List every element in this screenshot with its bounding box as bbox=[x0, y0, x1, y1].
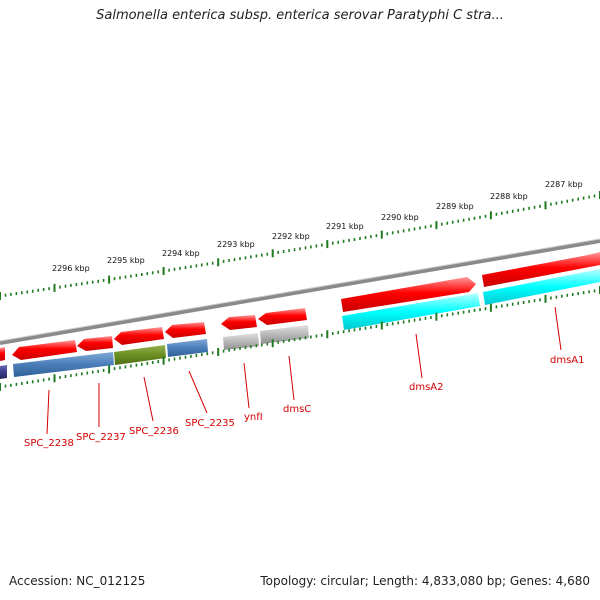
red-feature-arrow[interactable] bbox=[221, 315, 257, 330]
genome-backbone bbox=[0, 239, 600, 345]
cds-bar-cyan[interactable] bbox=[342, 293, 480, 330]
red-feature-arrow[interactable] bbox=[77, 336, 113, 351]
kbp-label: 2291 kbp bbox=[326, 222, 364, 231]
red-feature-arrow[interactable] bbox=[0, 347, 5, 361]
kbp-label: 2292 kbp bbox=[272, 232, 310, 241]
kbp-label: 2295 kbp bbox=[107, 256, 145, 265]
gene-label[interactable]: SPC_2237 bbox=[76, 432, 126, 443]
leader-line bbox=[143, 376, 154, 422]
cds-bar-gray[interactable] bbox=[223, 333, 259, 350]
kbp-label: 2289 kbp bbox=[436, 202, 474, 211]
kbp-label: 2290 kbp bbox=[381, 213, 419, 222]
cds-bar-steel[interactable] bbox=[13, 352, 114, 377]
cds-bar-olive[interactable] bbox=[114, 345, 166, 365]
forward-features bbox=[0, 252, 600, 361]
genome-backbone-highlight bbox=[0, 238, 600, 342]
map-title: Salmonella enterica subsp. enterica sero… bbox=[96, 8, 504, 23]
leader-line bbox=[46, 389, 50, 435]
gene-label[interactable]: SPC_2238 bbox=[24, 438, 74, 449]
cds-features bbox=[0, 269, 600, 379]
kbp-label: 2288 kbp bbox=[490, 192, 528, 201]
red-feature-arrow[interactable] bbox=[341, 277, 476, 312]
cds-bar-gray[interactable] bbox=[260, 325, 309, 344]
inner-tick-ring bbox=[0, 286, 600, 391]
red-feature-arrow[interactable] bbox=[482, 252, 600, 287]
gene-label[interactable]: SPC_2235 bbox=[185, 418, 235, 429]
red-feature-arrow[interactable] bbox=[258, 308, 307, 325]
gene-labels: SPC_2238 SPC_2237 SPC_2236 SPC_2235 ynfI… bbox=[24, 355, 585, 449]
gene-label[interactable]: SPC_2236 bbox=[129, 426, 179, 437]
outer-tick-ring bbox=[0, 191, 600, 300]
leader-line bbox=[243, 362, 250, 409]
genome-summary-text: Topology: circular; Length: 4,833,080 bp… bbox=[260, 574, 590, 588]
gene-label[interactable]: dmsA1 bbox=[550, 355, 585, 366]
gene-leader-lines bbox=[46, 306, 562, 435]
gene-label[interactable]: dmsA2 bbox=[409, 382, 444, 393]
cds-bar-steel[interactable] bbox=[167, 339, 208, 357]
gene-label[interactable]: ynfI bbox=[244, 412, 263, 423]
accession-text: Accession: NC_012125 bbox=[9, 574, 146, 588]
kbp-label: 2294 kbp bbox=[162, 249, 200, 258]
kbp-label: 2287 kbp bbox=[545, 180, 583, 189]
leader-line bbox=[415, 333, 423, 379]
red-feature-arrow[interactable] bbox=[12, 340, 77, 360]
kbp-label: 2296 kbp bbox=[52, 264, 90, 273]
cds-bar-navy[interactable] bbox=[0, 365, 7, 379]
gene-label[interactable]: dmsC bbox=[283, 404, 311, 415]
leader-line bbox=[188, 370, 208, 414]
leader-line bbox=[554, 306, 562, 351]
kbp-labels: 2296 kbp 2295 kbp 2294 kbp 2293 kbp 2292… bbox=[52, 180, 583, 273]
leader-line bbox=[288, 355, 295, 401]
red-feature-arrow[interactable] bbox=[165, 322, 206, 338]
red-feature-arrow[interactable] bbox=[114, 327, 164, 345]
kbp-label: 2293 kbp bbox=[217, 240, 255, 249]
cds-bar-cyan[interactable] bbox=[483, 269, 600, 305]
